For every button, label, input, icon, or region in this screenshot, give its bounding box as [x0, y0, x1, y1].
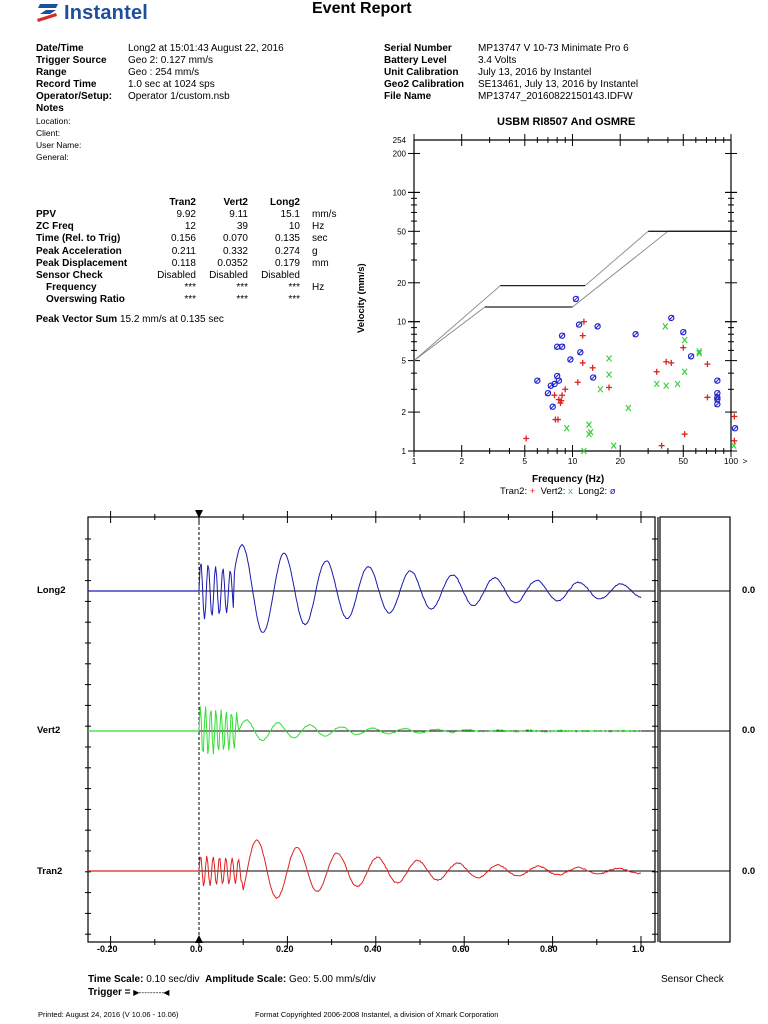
usbm-x-axis-label: Frequency (Hz) — [532, 474, 605, 485]
usbm-chart-title: USBM RI8507 And OSMRE — [497, 116, 636, 128]
svg-text:2: 2 — [402, 408, 407, 417]
stats-row-zc-freq: ZC Freq 12 39 10 Hz — [36, 221, 325, 233]
waveform-traces — [88, 543, 730, 900]
svg-text:20: 20 — [615, 456, 625, 466]
svg-text:2: 2 — [459, 456, 464, 466]
svg-text:>: > — [743, 456, 748, 466]
info-row-file-name: File Name MP13747_20160822150143.IDFW — [384, 91, 633, 102]
svg-text:20: 20 — [397, 279, 406, 288]
notes-location: Location: — [36, 116, 71, 126]
channel-value-vert2: 0.0 — [742, 725, 756, 736]
channel-label-vert2: Vert2 — [37, 725, 61, 736]
x-tick-040: 0.40 — [364, 944, 382, 954]
usbm-y-axis-label: Velocity (mm/s) — [356, 263, 367, 333]
stats-row-time: Time (Rel. to Trig) 0.156 0.070 0.135 se… — [36, 233, 328, 245]
stats-header-row: Tran2 Vert2 Long2 — [36, 197, 340, 209]
peak-vector-sum: Peak Vector Sum 15.2 mm/s at 0.135 sec — [36, 313, 224, 325]
x-tick-100: 1.0 — [632, 944, 645, 954]
info-row-battery: Battery Level 3.4 Volts — [384, 55, 517, 66]
instantel-logo-icon — [37, 4, 58, 22]
copyright-info: Format Copyrighted 2006-2008 Instantel, … — [255, 1010, 499, 1019]
notes-user-name: User Name: — [36, 140, 82, 150]
info-row-range: Range Geo : 254 mm/s — [36, 67, 200, 78]
channel-value-tran2: 0.0 — [742, 866, 756, 877]
info-row-geo-calibration: Geo2 Calibration SE13461, July 13, 2016 b… — [384, 79, 639, 90]
col-long2: Long2 — [270, 197, 300, 208]
scale-info: Time Scale: 0.10 sec/div Amplitude Scale… — [88, 974, 376, 985]
svg-text:1: 1 — [412, 456, 417, 466]
notes-client: Client: — [36, 128, 61, 138]
svg-text:1: 1 — [402, 447, 407, 456]
logo-text: Instantel — [64, 1, 149, 24]
svg-text:254: 254 — [393, 136, 407, 145]
stats-table: Tran2 Vert2 Long2 PPV 9.92 9.11 15.1 mm/… — [36, 197, 340, 307]
channel-label-long2: Long2 — [37, 585, 66, 596]
trigger-legend: Trigger = ▶- - - - - - - - -◀ — [88, 987, 169, 998]
info-row-trigger-source: Trigger Source Geo 2: 0.127 mm/s — [36, 55, 214, 66]
usbm-chart-axes: 1 2 5 10 20 50 100 >1 2 5 10 20 50 100 200 254 — [393, 134, 748, 466]
notes-general: General: — [36, 152, 69, 162]
x-tick-020: 0.20 — [276, 944, 294, 954]
info-row-record-time: Record Time 1.0 sec at 1024 sps — [36, 79, 215, 90]
info-row-datetime: Date/Time Long2 at 15:01:43 August 22, 20… — [36, 43, 284, 54]
report-title: Event Report — [312, 0, 412, 17]
col-tran2: Tran2 — [169, 197, 196, 208]
svg-text:5: 5 — [402, 357, 407, 366]
stats-table-wrapper: Tran2 Vert2 Long2 PPV 9.92 9.11 15.1 mm/… — [36, 197, 340, 325]
event-info-left: Date/Time Long2 at 15:01:43 August 22, 20… — [36, 43, 284, 163]
info-row-serial: Serial Number MP13747 V 10-73 Minimate Pr… — [384, 43, 629, 54]
svg-text:5: 5 — [522, 456, 527, 466]
x-tick-060: 0.60 — [452, 944, 470, 954]
channel-label-tran2: Tran2 — [37, 866, 63, 877]
stats-row-sensor-check: Sensor Check Disabled Disabled Disabled — [36, 270, 300, 282]
printed-info: Printed: August 24, 2016 (V 10.06 - 10.0… — [38, 1010, 179, 1019]
notes-heading: Notes — [36, 103, 64, 114]
stats-row-overswing: Overswing Ratio *** *** *** — [46, 294, 300, 306]
svg-text:10: 10 — [568, 456, 578, 466]
svg-text:100: 100 — [724, 456, 738, 466]
instantel-logo: Instantel — [36, 2, 148, 24]
svg-text:10: 10 — [397, 318, 406, 327]
svg-text:50: 50 — [679, 456, 689, 466]
stats-row-ppv: PPV 9.92 9.11 15.1 mm/s — [36, 209, 337, 220]
sensor-check-label: Sensor Check — [661, 974, 724, 985]
svg-text:50: 50 — [397, 227, 406, 236]
waveform-chart — [85, 510, 731, 948]
x-tick-neg020: -0.20 — [97, 944, 118, 954]
x-tick-0: 0.0 — [190, 944, 203, 954]
usbm-scatter-points — [523, 295, 739, 455]
info-row-operator: Operator/Setup: Operator 1/custom.nsb — [36, 91, 230, 102]
svg-text:200: 200 — [393, 149, 407, 158]
svg-text:100: 100 — [393, 188, 407, 197]
col-vert2: Vert2 — [223, 197, 248, 208]
stats-row-frequency: Frequency *** *** *** Hz — [46, 282, 325, 294]
usbm-legend: Tran2: + Vert2: x Long2: ø — [500, 486, 616, 497]
usbm-chart: 1 2 5 10 20 50 100 >1 2 5 10 20 50 100 200 254 — [393, 134, 748, 466]
stats-row-peak-displacement: Peak Displacement 0.118 0.0352 0.179 mm — [36, 257, 329, 269]
stats-row-peak-acceleration: Peak Acceleration 0.211 0.332 0.274 g — [36, 245, 318, 257]
x-tick-080: 0.80 — [540, 944, 558, 954]
info-row-unit-calibration: Unit Calibration July 13, 2016 by Instant… — [384, 67, 592, 78]
channel-value-long2: 0.0 — [742, 585, 756, 596]
usbm-limit-lines — [413, 230, 731, 361]
event-info-right: Serial Number MP13747 V 10-73 Minimate Pr… — [384, 43, 638, 103]
trigger-symbol-icon: ▶- - - - - - - - -◀ — [133, 988, 169, 997]
